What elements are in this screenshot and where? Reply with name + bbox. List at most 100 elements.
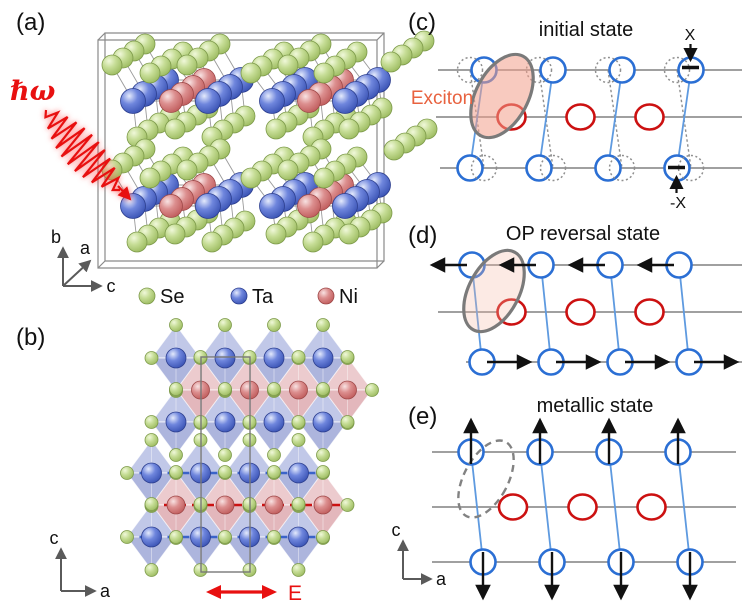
se-atom <box>340 498 355 512</box>
panel-c-title: initial state <box>539 19 634 41</box>
se-atom <box>120 530 134 544</box>
ni-site-circle <box>634 103 665 131</box>
ni-atom <box>313 495 333 515</box>
undistorted-bond-dotted <box>607 69 623 169</box>
ta-atom <box>259 88 285 114</box>
ta-atom <box>120 88 146 114</box>
ni-site-circle <box>567 493 598 521</box>
se-atom <box>169 382 183 396</box>
se-atom <box>169 530 183 544</box>
octahedra <box>126 324 373 571</box>
panel-a-label: (a) <box>16 9 45 36</box>
legend-label-ta: Ta <box>252 286 274 308</box>
ni-atom <box>297 89 321 113</box>
se-atom <box>383 139 405 161</box>
ta-pair-bond <box>538 69 554 169</box>
se-atom <box>144 433 159 447</box>
panel-d: (d) OP reversal state <box>408 222 742 376</box>
se-atom <box>120 466 134 480</box>
se-atom <box>316 318 330 332</box>
ni-atom <box>166 495 186 515</box>
se-atom <box>267 382 281 396</box>
ni-atom <box>289 380 308 400</box>
displacement-label-bottom: -X <box>670 195 686 212</box>
ni-site-circle <box>565 298 596 326</box>
ta-atom <box>141 526 162 548</box>
ta-site-circle <box>539 56 567 84</box>
se-atom <box>291 497 306 511</box>
se-atom <box>240 167 262 189</box>
exciton-ellipse <box>469 52 535 140</box>
se-atom <box>169 318 183 332</box>
axis-b-label: b <box>51 227 61 247</box>
se-atom <box>265 118 287 140</box>
legend-label-ni: Ni <box>339 286 358 308</box>
e-field-arrow <box>206 585 277 599</box>
ta-site-circle <box>456 154 484 182</box>
ta-pair-bond <box>539 451 553 563</box>
undistorted-bond-dotted <box>538 69 554 169</box>
se-atom <box>313 62 335 84</box>
ta-atom <box>288 526 309 548</box>
ta-site-circle <box>608 56 636 84</box>
ta-atom <box>195 88 221 114</box>
se-atom <box>267 448 281 462</box>
ta-pair-bond <box>608 451 622 563</box>
se-atom <box>139 167 161 189</box>
se-atom <box>218 382 232 396</box>
ta-pair-bond <box>470 451 484 563</box>
axis-a-label: a <box>80 238 91 258</box>
axis-c-label: c <box>392 520 401 540</box>
se-atom <box>291 563 306 577</box>
photon-energy-label: ℏω <box>10 76 56 107</box>
ta-atom <box>195 193 221 219</box>
se-atom <box>218 465 232 479</box>
axes-e: ca <box>392 520 447 589</box>
se-atom <box>201 231 223 253</box>
se-atom <box>218 448 232 462</box>
atom-legend: Se Ta Ni <box>138 286 358 308</box>
ta-atom <box>120 193 146 219</box>
displacement-label-top: X <box>685 27 696 44</box>
e-field-label: E <box>288 582 302 605</box>
ta-pair-bond <box>607 69 623 169</box>
pump-pulse-wave <box>44 109 132 201</box>
ta-atom <box>214 347 236 369</box>
se-atom <box>277 159 299 181</box>
ni-atom <box>215 495 235 515</box>
se-atom <box>316 530 330 544</box>
se-atom <box>218 318 232 332</box>
panel-c-label: (c) <box>408 9 436 36</box>
panel-b-label: (b) <box>16 324 45 351</box>
se-atom <box>316 465 330 479</box>
axis-a-label: a <box>100 581 111 601</box>
se-atom <box>176 54 198 76</box>
axis-arrow <box>62 259 92 287</box>
se-atom <box>218 530 232 544</box>
ni-atom <box>317 287 335 305</box>
ta-atom <box>259 193 285 219</box>
se-atom <box>144 497 159 511</box>
undistorted-site-dotted <box>594 56 622 84</box>
ni-atom <box>159 89 183 113</box>
panel-e-title: metallic state <box>537 395 654 417</box>
ta-atom <box>332 88 358 114</box>
se-atom <box>340 350 355 364</box>
se-atom <box>302 231 324 253</box>
axis-c-label: c <box>107 276 116 296</box>
unit-cell-outline <box>200 356 251 573</box>
panel-b: (b)Eca <box>16 318 379 605</box>
se-atom <box>126 231 148 253</box>
se-atom <box>365 383 379 397</box>
undistorted-site-dotted <box>470 154 498 182</box>
se-atom <box>176 159 198 181</box>
axes-a: bac <box>51 227 116 296</box>
se-atom <box>316 448 330 462</box>
se-atom <box>277 54 299 76</box>
se-atom <box>291 350 306 364</box>
ta-pair-bond <box>471 264 483 363</box>
ta-atom <box>165 347 187 369</box>
undistorted-bond-dotted <box>469 69 485 169</box>
ni-site-circle <box>634 298 665 326</box>
